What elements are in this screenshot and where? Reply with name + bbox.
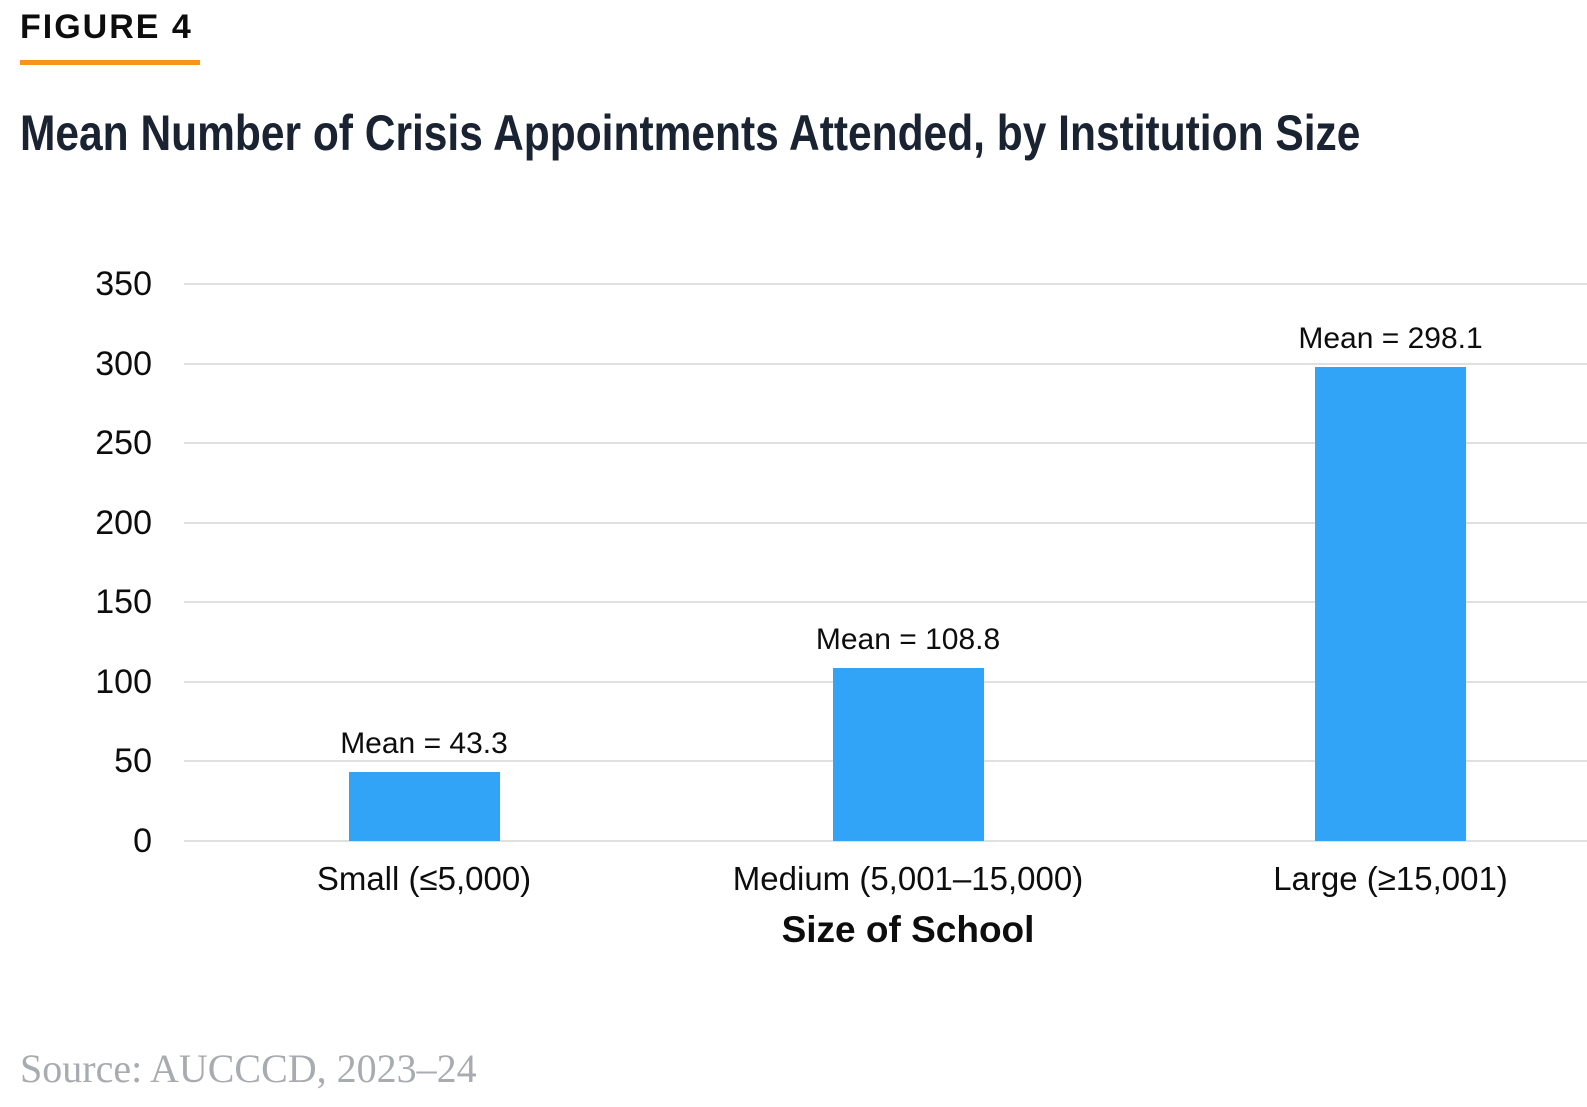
x-tick-label-1: Medium (5,001–15,000) [732,860,1084,897]
y-tick-label-250: 250 [95,424,152,463]
bar-value-label-1: Mean = 108.8 [815,622,1001,656]
figure-title: Mean Number of Crisis Appointments Atten… [20,105,1361,161]
y-tick-label-0: 0 [133,822,152,860]
gridline-y-250 [184,442,1587,445]
gridline-y-200 [184,521,1587,524]
bar-value-label-0: Mean = 43.3 [340,727,508,761]
bar-2 [1315,366,1466,841]
y-tick-label-150: 150 [95,583,152,622]
accent-underline-rule [20,60,200,65]
x-tick-label-0: Small (≤5,000) [316,860,532,897]
x-tick-label-2: Large (≥15,001) [1273,860,1508,897]
y-tick-label-350: 350 [95,265,152,303]
y-tick-label-200: 200 [95,503,152,542]
bar-1 [832,667,984,841]
x-axis-title: Size of School [781,909,1035,950]
y-tick-label-100: 100 [95,662,152,701]
figure-number-label: FIGURE 4 [20,8,193,46]
bar-value-label-2: Mean = 298.1 [1298,321,1483,355]
y-tick-label-300: 300 [95,344,152,383]
gridline-y-150 [184,601,1587,604]
y-tick-label-50: 50 [114,742,152,781]
gridline-y-350 [184,283,1587,285]
gridline-y-0 [184,840,1587,842]
source-note: Source: AUCCCD, 2023–24 [20,1046,477,1091]
bar-0 [348,772,500,841]
gridline-y-300 [184,362,1587,365]
